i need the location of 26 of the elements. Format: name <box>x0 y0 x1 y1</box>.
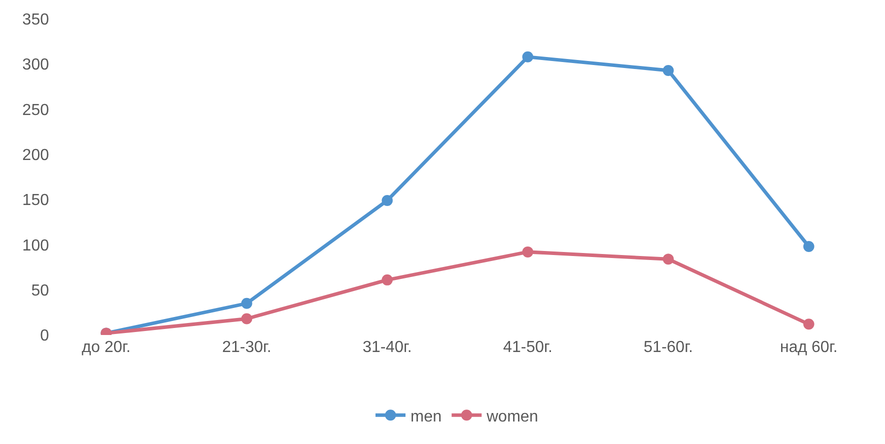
point <box>522 246 534 258</box>
y-tick-label: 200 <box>22 147 50 164</box>
point <box>522 51 534 62</box>
point <box>662 64 674 76</box>
legend-label: men <box>410 408 442 426</box>
y-tick-label: 0 <box>40 328 50 345</box>
point <box>241 313 252 324</box>
point <box>382 274 393 286</box>
legend-label: women <box>486 408 538 426</box>
point <box>382 194 393 206</box>
x-tick-label: 51-60г. <box>644 339 693 356</box>
point <box>803 241 814 252</box>
point <box>662 254 674 265</box>
x-tick-label: 41-50г. <box>503 339 552 356</box>
x-tick-label: 31-40г. <box>362 339 412 356</box>
point <box>803 318 814 330</box>
y-tick-label: 300 <box>22 56 50 74</box>
y-tick-label: 250 <box>22 102 50 119</box>
x-tick-label: до 20г. <box>82 339 131 356</box>
y-tick-label: 100 <box>22 237 50 254</box>
y-tick-label: 350 <box>22 12 50 29</box>
y-tick-label: 50 <box>31 282 50 300</box>
point <box>241 298 252 309</box>
y-tick-label: 150 <box>22 192 50 210</box>
x-tick-label: 21-30г. <box>222 339 272 356</box>
x-tick-label: над 60г. <box>780 339 838 356</box>
